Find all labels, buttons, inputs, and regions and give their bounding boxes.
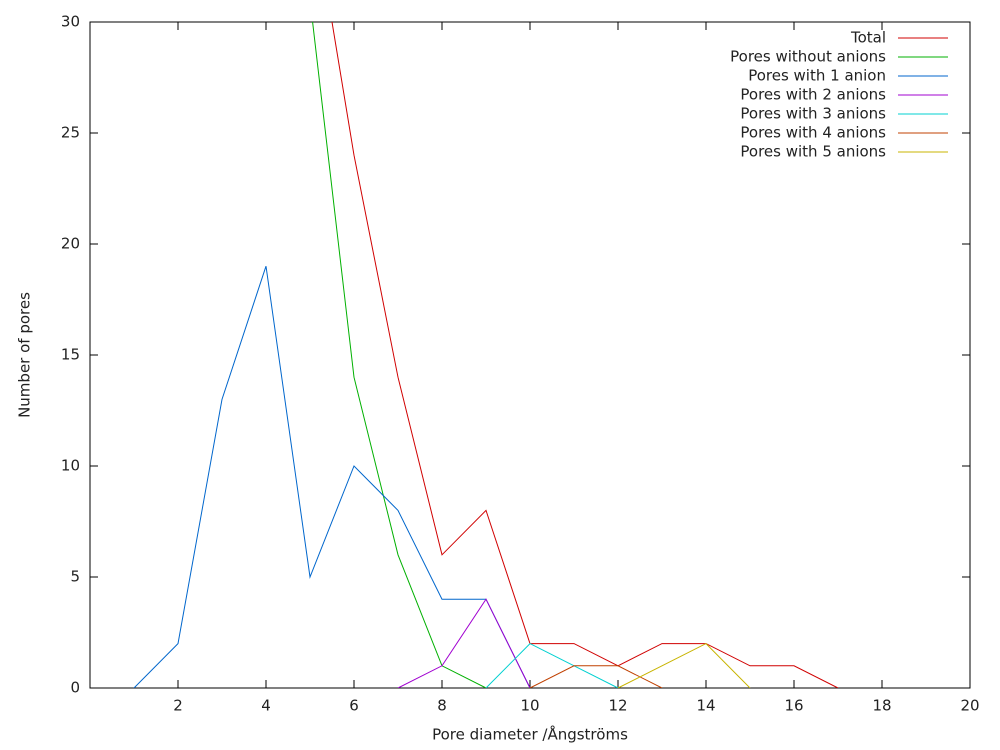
legend-label: Pores without anions <box>730 48 886 66</box>
legend-label: Pores with 1 anion <box>748 67 886 85</box>
series-line <box>485 642 619 688</box>
y-axis-label: Number of pores <box>16 292 34 418</box>
legend-label: Pores with 2 anions <box>740 86 886 104</box>
x-tick-label: 8 <box>437 697 447 715</box>
series-line <box>312 22 487 688</box>
x-tick-label: 16 <box>784 697 803 715</box>
x-tick-label: 14 <box>696 697 715 715</box>
x-tick-label: 12 <box>608 697 627 715</box>
series-line <box>617 642 751 688</box>
y-tick-label: 30 <box>61 13 80 31</box>
y-tick-label: 20 <box>61 235 80 253</box>
x-tick-label: 10 <box>520 697 539 715</box>
y-tick-label: 0 <box>70 679 80 697</box>
y-tick-label: 5 <box>70 568 80 586</box>
legend-label: Pores with 5 anions <box>740 143 886 161</box>
x-tick-label: 18 <box>872 697 891 715</box>
series-line <box>397 598 531 688</box>
legend-label: Pores with 3 anions <box>740 105 886 123</box>
legend-label: Pores with 4 anions <box>740 124 886 142</box>
x-tick-label: 4 <box>261 697 271 715</box>
legend-label: Total <box>850 29 886 47</box>
x-tick-label: 6 <box>349 697 359 715</box>
x-tick-label: 2 <box>173 697 183 715</box>
y-tick-label: 15 <box>61 346 80 364</box>
x-tick-label: 20 <box>960 697 979 715</box>
series-line <box>331 22 839 688</box>
x-axis-label: Pore diameter /Ångströms <box>432 725 628 744</box>
plot-area <box>133 22 839 688</box>
y-tick-label: 10 <box>61 457 80 475</box>
series-line <box>133 266 531 688</box>
y-tick-label: 25 <box>61 124 80 142</box>
